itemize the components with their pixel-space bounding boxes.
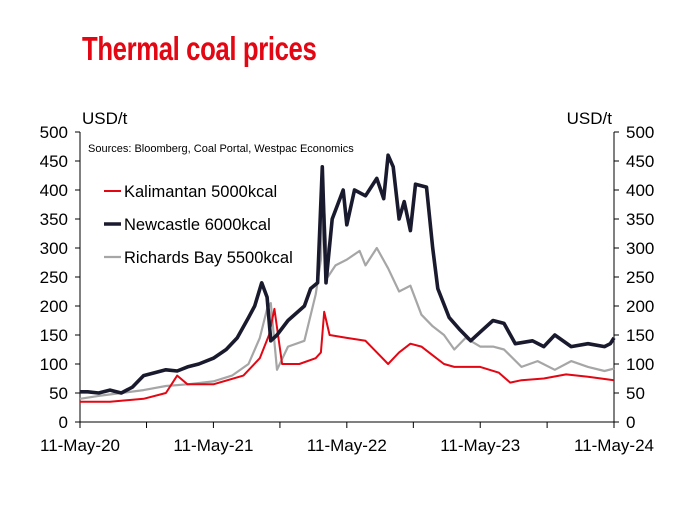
y-tick-label-right: 300 <box>626 239 654 258</box>
source-note: Sources: Bloomberg, Coal Portal, Westpac… <box>88 143 354 155</box>
y-tick-label-left: 300 <box>40 239 68 258</box>
y-tick-label-left: 200 <box>40 297 68 316</box>
y-tick-label-left: 250 <box>40 268 68 287</box>
x-tick-label: 11-May-24 <box>574 436 654 455</box>
y-tick-label-right: 100 <box>626 355 654 374</box>
y-tick-label-right: 0 <box>626 413 635 432</box>
y-tick-label-left: 500 <box>40 123 68 142</box>
y-axis-label-left: USD/t <box>82 109 128 128</box>
x-tick-label: 11-May-21 <box>173 436 253 455</box>
y-tick-label-left: 350 <box>40 210 68 229</box>
y-tick-label-left: 150 <box>40 326 68 345</box>
page-title: Thermal coal prices <box>82 30 317 67</box>
series-line-newcastle-6000kcal <box>80 153 616 395</box>
x-tick-label: 11-May-22 <box>307 436 387 455</box>
y-tick-label-right: 250 <box>626 268 654 287</box>
axes <box>75 131 619 428</box>
y-tick-label-right: 50 <box>626 384 645 403</box>
legend-label-kalimantan-5000kcal: Kalimantan 5000kcal <box>124 183 277 201</box>
text-layer: 0 0 50 50 100 100 150 150 200 200 250 250 300 300 350 3… <box>40 109 655 455</box>
x-tick-label: 11-May-23 <box>440 436 520 455</box>
legend-label-richards-bay-5500kcal: Richards Bay 5500kcal <box>124 249 293 267</box>
y-tick-label-right: 500 <box>626 123 654 142</box>
y-tick-label-left: 450 <box>40 152 68 171</box>
x-tick-label: 11-May-20 <box>40 436 120 455</box>
y-tick-label-right: 150 <box>626 326 654 345</box>
series-line-kalimantan-5000kcal <box>80 307 615 403</box>
y-tick-label-left: 400 <box>40 181 68 200</box>
y-tick-label-left: 100 <box>40 355 68 374</box>
y-axis-label-right: USD/t <box>567 109 613 128</box>
legend: Kalimantan 5000kcal Newcastle 6000kcal Ric… <box>104 183 293 267</box>
series-line-richards-bay-5500kcal <box>79 191 615 400</box>
y-tick-label-right: 350 <box>626 210 654 229</box>
y-tick-label-right: 400 <box>626 181 654 200</box>
series-layer <box>79 153 616 403</box>
y-tick-label-right: 200 <box>626 297 654 316</box>
y-tick-label-left: 50 <box>49 384 68 403</box>
y-tick-label-left: 0 <box>59 413 68 432</box>
y-tick-label-right: 450 <box>626 152 654 171</box>
legend-label-newcastle-6000kcal: Newcastle 6000kcal <box>124 216 271 234</box>
